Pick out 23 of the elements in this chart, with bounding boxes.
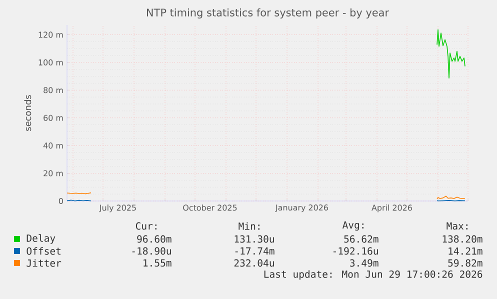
text: 14.21m [448, 247, 482, 255]
line-series [436, 29, 466, 78]
text: 96.60m [137, 235, 172, 243]
legend-label: Offset [26, 247, 61, 255]
text: 3.49m [350, 259, 378, 267]
text: -192.16u [333, 247, 378, 255]
text: 59.82m [448, 259, 482, 267]
text: Cur: [136, 222, 156, 230]
text: Last update: Mon Jun 29 17:00:26 2026 [264, 270, 482, 280]
text: 56.62m [344, 235, 378, 243]
chart-title: NTP timing statistics for system peer - by year [146, 8, 390, 18]
text: -17.74m [235, 247, 274, 255]
text: -18.90u [132, 247, 171, 255]
legend-label: Jitter [26, 259, 62, 267]
text: 232.04u [234, 259, 274, 267]
text: Max: [446, 222, 468, 230]
text: 138.20m [442, 235, 482, 243]
text: 131.30u [234, 235, 274, 243]
y-axis-title: seconds [24, 95, 32, 131]
legend-label: Delay [26, 234, 56, 244]
text: 1.55m [144, 259, 172, 267]
text: Avg: [342, 221, 364, 231]
text: Min: [238, 222, 260, 230]
